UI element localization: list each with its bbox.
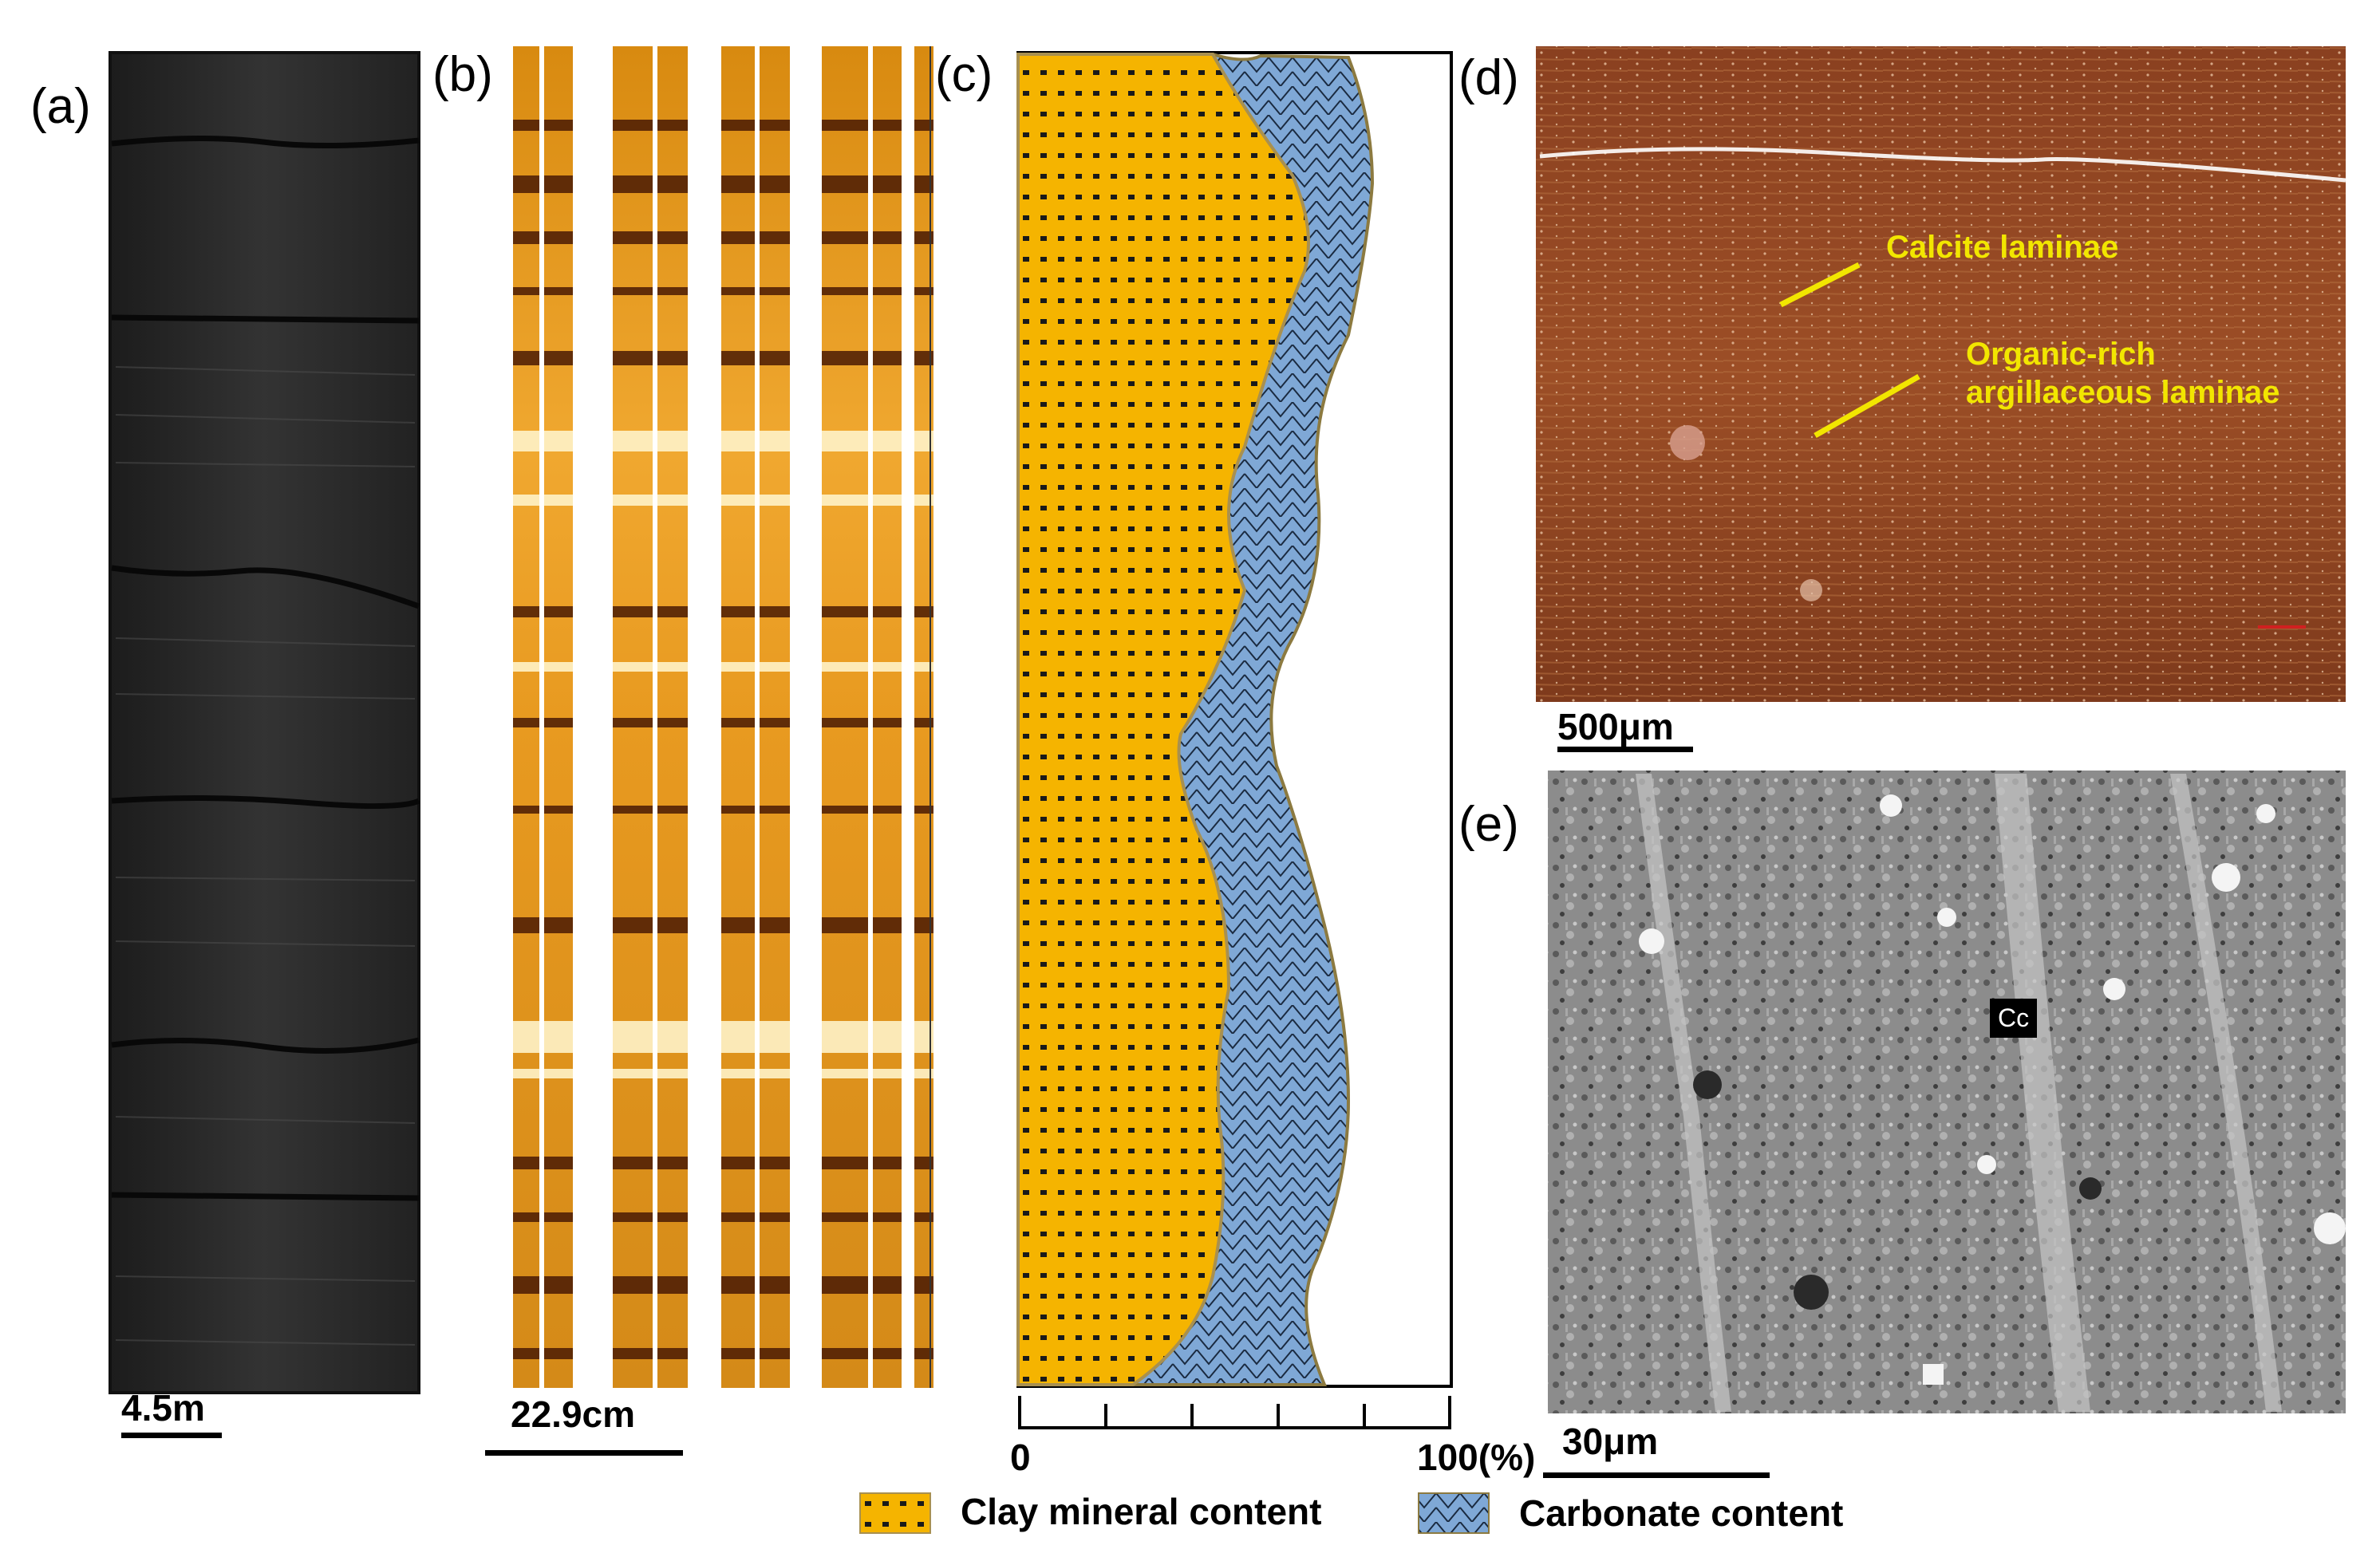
organic-pointer xyxy=(1814,373,1920,439)
core-photo xyxy=(109,51,420,1394)
sem-image xyxy=(1548,771,2346,1413)
axis-min-label: 0 xyxy=(1010,1437,1031,1478)
organic-laminae-label: Organic-rich argillaceous laminae xyxy=(1966,335,2280,412)
scale-bar-b xyxy=(485,1450,683,1456)
composition-profile xyxy=(1016,51,1453,1429)
scale-bar-d xyxy=(1557,747,1693,752)
scale-label-d: 500μm xyxy=(1557,706,1674,747)
fmi-image xyxy=(513,46,933,1388)
scale-bar-e xyxy=(1543,1472,1770,1478)
calcite-pointer xyxy=(1779,262,1861,308)
legend-clay-swatch xyxy=(859,1492,931,1534)
calcite-laminae-label: Calcite laminae xyxy=(1886,230,2119,265)
panel-label-e: (e) xyxy=(1458,797,1519,852)
organic-laminae-line2: argillaceous laminae xyxy=(1966,375,2280,410)
legend-carbonate-swatch xyxy=(1418,1492,1490,1534)
legend-carbonate-label: Carbonate content xyxy=(1519,1492,1844,1534)
calcite-tag: Cc xyxy=(1990,999,2038,1038)
scale-label-e: 30μm xyxy=(1562,1421,1659,1462)
organic-laminae-line1: Organic-rich xyxy=(1966,337,2156,372)
thin-section-image xyxy=(1536,46,2346,702)
panel-label-a: (a) xyxy=(30,79,91,134)
axis-max-label: 100(%) xyxy=(1417,1437,1536,1478)
scale-label-b: 22.9cm xyxy=(511,1393,636,1435)
clay-area xyxy=(1016,53,1310,1386)
panel-label-c: (c) xyxy=(935,47,993,102)
panel-label-b: (b) xyxy=(432,47,493,102)
legend-clay-label: Clay mineral content xyxy=(961,1491,1322,1532)
panel-label-d: (d) xyxy=(1458,50,1519,105)
scale-bar-a xyxy=(121,1433,222,1438)
scale-label-a: 4.5m xyxy=(121,1387,205,1429)
